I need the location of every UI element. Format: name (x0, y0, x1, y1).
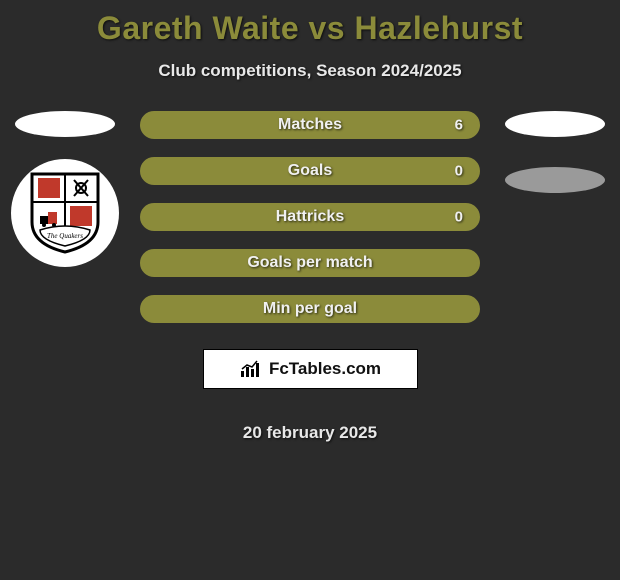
stat-bar-goals: Goals 0 (140, 157, 480, 185)
stat-label: Goals (288, 162, 332, 180)
stat-value: 6 (455, 117, 463, 134)
left-player-col: The Quakers (10, 111, 120, 443)
stat-label: Hattricks (276, 208, 344, 226)
chart-icon (239, 359, 263, 379)
right-player-col (500, 111, 610, 443)
player-left-placeholder (15, 111, 115, 137)
player-right-placeholder (505, 111, 605, 137)
date-label: 20 february 2025 (243, 423, 377, 443)
logo-text: FcTables.com (269, 359, 381, 379)
club-badge-left: The Quakers (11, 159, 119, 267)
fctables-logo[interactable]: FcTables.com (203, 349, 418, 389)
stat-value: 0 (455, 209, 463, 226)
club-right-placeholder (505, 167, 605, 193)
svg-text:The Quakers: The Quakers (47, 232, 83, 240)
stat-value: 0 (455, 163, 463, 180)
stat-bar-gpm: Goals per match (140, 249, 480, 277)
stat-label: Matches (278, 116, 342, 134)
stat-bar-matches: Matches 6 (140, 111, 480, 139)
club-shield-icon: The Quakers (30, 172, 100, 254)
stat-label: Goals per match (247, 254, 372, 272)
page-subtitle: Club competitions, Season 2024/2025 (0, 61, 620, 81)
stats-column: Matches 6 Goals 0 Hattricks 0 Goals per … (130, 111, 490, 443)
stat-label: Min per goal (263, 300, 357, 318)
stat-bar-mpg: Min per goal (140, 295, 480, 323)
comparison-row: The Quakers Matches 6 Goals 0 Hattricks … (0, 111, 620, 443)
stat-bar-hattricks: Hattricks 0 (140, 203, 480, 231)
page-title: Gareth Waite vs Hazlehurst (0, 0, 620, 47)
